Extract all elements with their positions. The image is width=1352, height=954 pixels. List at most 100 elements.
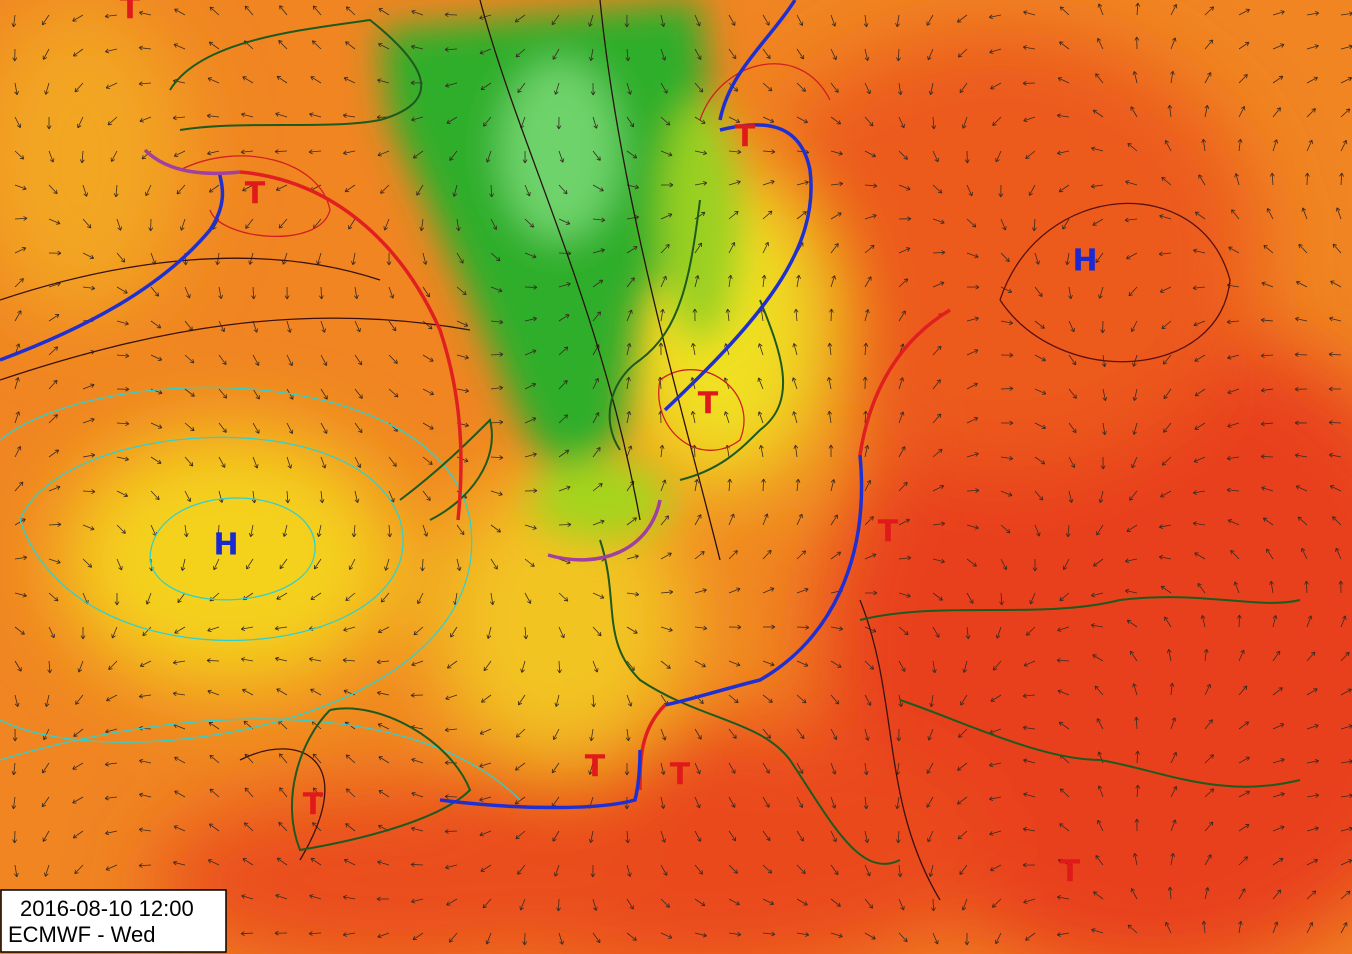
wind-arrow — [1263, 244, 1274, 254]
wind-arrow — [660, 308, 665, 322]
wind-arrow — [553, 864, 560, 877]
wind-arrow — [1306, 76, 1318, 84]
wind-arrow — [343, 858, 356, 866]
wind-arrow — [320, 354, 328, 366]
wind-arrow — [828, 444, 834, 458]
wind-arrow — [994, 932, 1002, 945]
wind-arrow — [1134, 818, 1140, 832]
wind-arrow — [345, 6, 356, 16]
wind-arrow — [1306, 921, 1314, 934]
wind-arrow — [524, 452, 537, 458]
wind-arrow — [279, 787, 288, 798]
wind-arrow — [345, 788, 356, 798]
wind-arrow — [830, 728, 838, 740]
wind-arrow — [1204, 754, 1214, 764]
wind-arrow — [139, 660, 152, 667]
wind-arrow — [284, 286, 290, 300]
wind-arrow — [174, 8, 186, 16]
wind-arrow — [1068, 422, 1077, 434]
wind-arrow — [1031, 218, 1037, 232]
wind-arrow — [830, 898, 841, 907]
wind-arrow — [592, 519, 605, 526]
wind-arrow — [354, 456, 362, 469]
wind-arrow — [1135, 784, 1141, 798]
wind-arrow — [728, 180, 741, 186]
wind-arrow — [279, 5, 288, 16]
wind-arrow — [558, 282, 571, 288]
wind-arrow — [1226, 455, 1240, 461]
wind-arrow — [796, 932, 810, 937]
wind-arrow — [320, 456, 327, 469]
wind-arrow — [1227, 354, 1240, 360]
wind-arrow — [966, 316, 979, 322]
wind-arrow — [864, 553, 877, 560]
wind-arrow — [1022, 45, 1036, 50]
model-name: ECMWF - Wed — [8, 922, 155, 947]
wind-arrow — [1301, 207, 1308, 220]
wind-arrow — [792, 411, 798, 424]
wind-arrow — [796, 830, 804, 842]
wind-arrow — [485, 150, 492, 163]
wind-arrow — [990, 694, 1002, 702]
wind-arrow — [728, 898, 740, 906]
wind-arrow — [864, 479, 872, 492]
wind-arrow — [139, 116, 152, 123]
wind-arrow — [1194, 388, 1206, 397]
wind-arrow — [898, 446, 906, 458]
wind-arrow — [184, 490, 192, 503]
wind-arrow — [1059, 41, 1070, 50]
wind-arrow — [552, 48, 560, 60]
wind-arrow — [762, 116, 775, 123]
wind-arrow — [556, 898, 561, 912]
wind-arrow — [1193, 248, 1206, 254]
wind-arrow — [932, 521, 946, 527]
wind-arrow — [348, 558, 356, 570]
wind-arrow — [286, 422, 294, 435]
wind-arrow — [1272, 825, 1285, 832]
wind-arrow — [1162, 354, 1172, 365]
wind-arrow — [48, 592, 59, 602]
wind-arrow — [1298, 243, 1308, 254]
wind-arrow — [592, 626, 602, 637]
wind-arrow — [932, 413, 942, 424]
wind-arrow — [174, 790, 186, 798]
wind-arrow — [1023, 10, 1036, 16]
wind-arrow — [515, 830, 526, 840]
wind-arrow — [694, 478, 700, 492]
wind-arrow — [898, 518, 910, 526]
wind-arrow — [388, 286, 395, 299]
wind-arrow — [898, 555, 912, 561]
high-pressure-label: H — [1072, 244, 1097, 279]
wind-arrow — [1126, 619, 1138, 628]
wind-arrow — [281, 252, 288, 265]
wind-arrow — [150, 422, 163, 429]
wind-arrow — [1197, 582, 1206, 594]
wind-arrow — [863, 796, 869, 810]
wind-arrow — [72, 796, 84, 804]
wind-arrow — [898, 278, 909, 288]
wind-arrow — [1328, 351, 1342, 357]
wind-arrow — [489, 184, 494, 198]
wind-arrow — [864, 276, 872, 288]
wind-arrow — [1130, 106, 1138, 118]
wind-arrow — [445, 864, 458, 870]
wind-arrow — [624, 762, 630, 776]
wind-arrow — [240, 931, 254, 936]
wind-arrow — [1204, 821, 1214, 832]
wind-arrow — [276, 75, 288, 84]
wind-arrow — [898, 660, 906, 672]
wind-arrow — [517, 82, 526, 93]
wind-arrow — [694, 82, 704, 93]
wind-arrow — [692, 308, 698, 322]
wind-arrow — [966, 592, 974, 604]
wind-arrow — [796, 211, 807, 220]
wind-arrow — [1192, 521, 1206, 527]
wind-arrow — [1201, 920, 1207, 934]
wind-arrow — [1328, 452, 1342, 458]
wind-arrow — [48, 346, 59, 356]
wind-arrow — [1227, 422, 1240, 428]
wind-arrow — [588, 762, 594, 775]
wind-arrow — [377, 723, 390, 730]
wind-arrow — [1000, 218, 1007, 231]
wind-arrow — [523, 626, 529, 640]
